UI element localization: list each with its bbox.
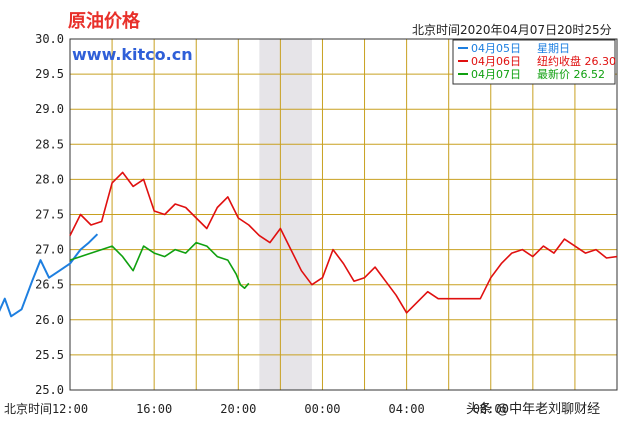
- y-tick-label: 27.0: [35, 243, 64, 257]
- legend-date: 04月06日: [471, 55, 521, 68]
- legend-date: 04月07日: [471, 68, 521, 81]
- grid-lines: [70, 38, 617, 391]
- y-tick-label: 29.0: [35, 102, 64, 116]
- plot-border: [69, 38, 618, 391]
- x-tick-label: 20:00: [220, 402, 256, 416]
- series-line-0: [0, 233, 99, 318]
- legend-date: 04月05日: [471, 42, 521, 55]
- chart-title: 原油价格: [68, 10, 141, 32]
- x-axis-ticks: 12:00 16:00 20:00 00:00 04:00 08:00: [52, 402, 509, 416]
- watermark: 头条 @中年老刘聊财经: [466, 401, 600, 417]
- price-series: [0, 171, 618, 318]
- x-tick-label: 04:00: [389, 402, 425, 416]
- legend-label: 最新价 26.52: [537, 67, 605, 81]
- series-line-1: [69, 171, 618, 314]
- legend: 04月05日 星期日 04月06日 纽约收盘 26.30 04月07日 最新价 26.52: [452, 39, 616, 85]
- x-tick-label: 08:00: [473, 402, 509, 416]
- site-url: www.kitco.cn: [72, 45, 193, 64]
- legend-label: 星期日: [537, 42, 570, 55]
- timestamp: 北京时间2020年04月07日20时25分: [412, 23, 612, 37]
- y-tick-label: 29.5: [35, 67, 64, 81]
- series-line-2: [69, 241, 250, 289]
- y-tick-label: 26.5: [35, 278, 64, 292]
- y-tick-label: 28.5: [35, 137, 64, 151]
- y-tick-label: 26.0: [35, 313, 64, 327]
- y-tick-label: 25.0: [35, 383, 64, 397]
- x-axis-label: 北京时间: [4, 402, 52, 416]
- y-tick-label: 25.5: [35, 348, 64, 362]
- y-tick-label: 27.5: [35, 208, 64, 222]
- y-axis-ticks: 30.0 29.5 29.0 28.5 28.0 27.5 27.0 26.5 26.0 25.5…: [35, 32, 64, 397]
- y-tick-label: 30.0: [35, 32, 64, 46]
- x-tick-label: 00:00: [304, 402, 340, 416]
- y-tick-label: 28.0: [35, 172, 64, 186]
- legend-label: 纽约收盘 26.30: [537, 54, 616, 68]
- x-tick-label: 12:00: [52, 402, 88, 416]
- x-tick-label: 16:00: [136, 402, 172, 416]
- legend-box: [452, 39, 616, 85]
